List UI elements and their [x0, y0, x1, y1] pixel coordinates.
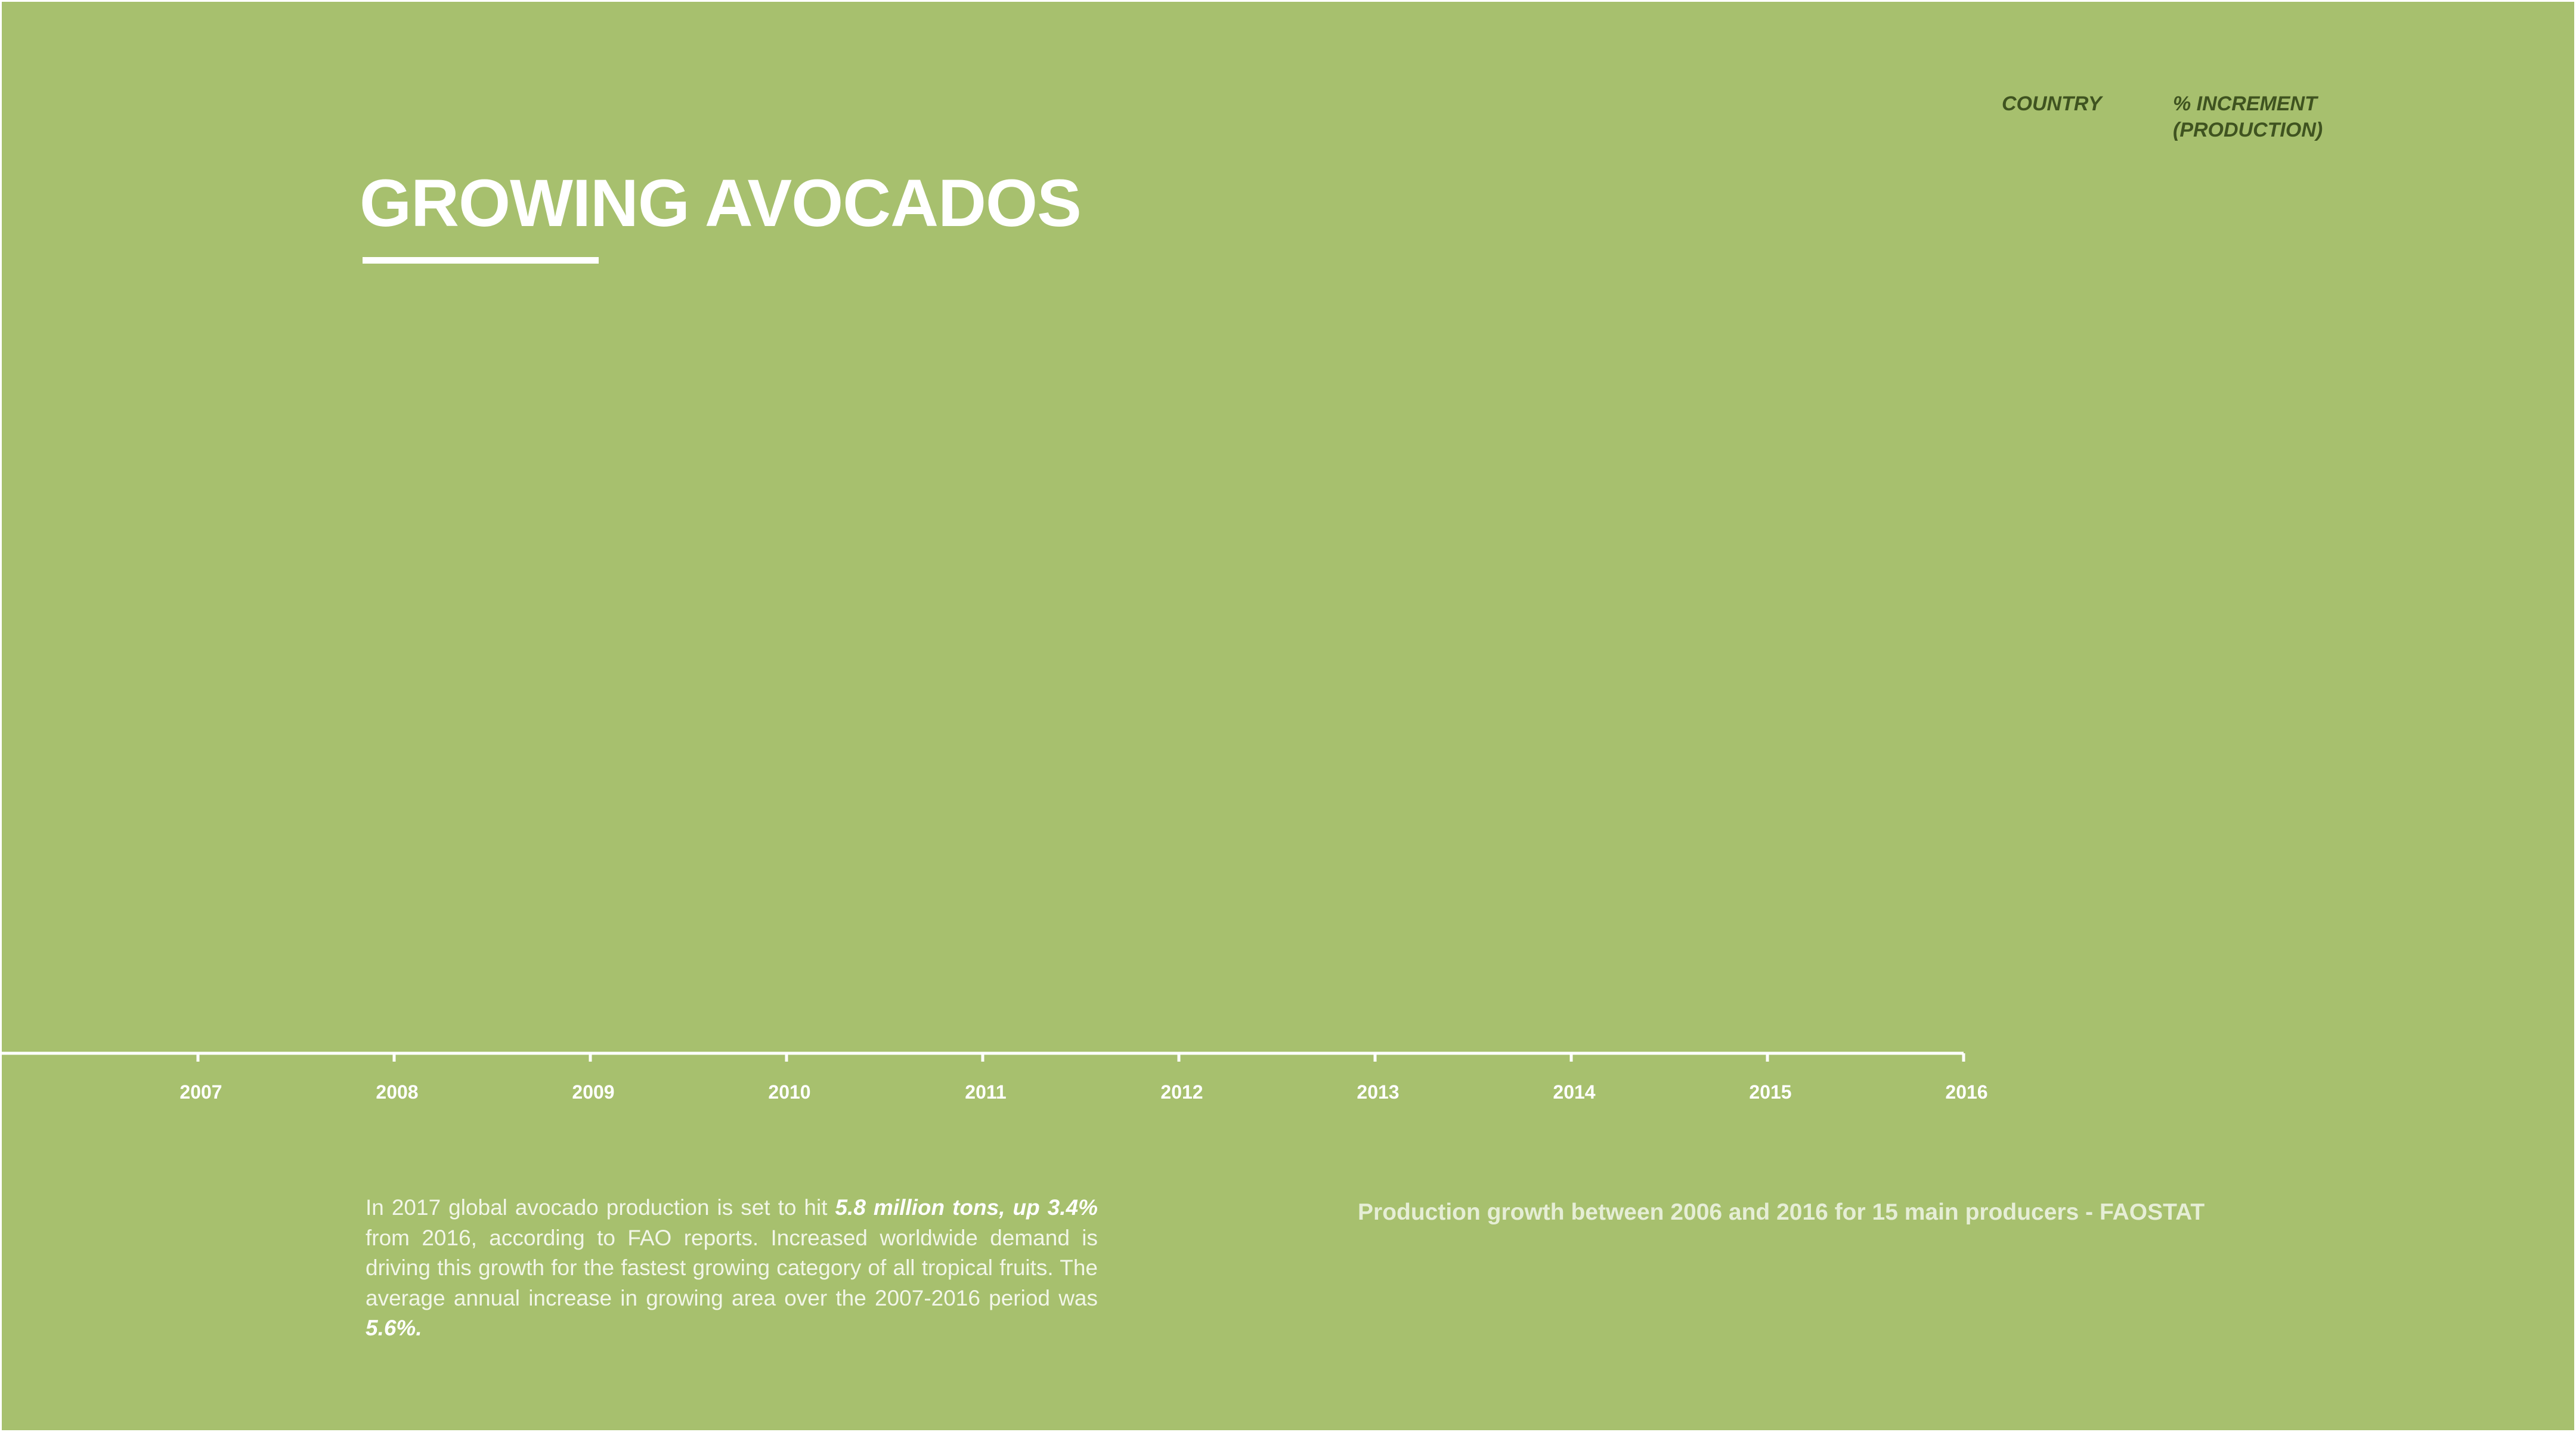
description-text: In 2017 global avocado production is set…: [366, 1193, 1098, 1344]
x-tick-label-2011: 2011: [965, 1081, 1006, 1103]
x-axis-ticks: 2007 2008 2009 2010 2011 2012 2013 2014 2015 2016: [179, 1053, 1988, 1103]
x-tick-label-2007: 2007: [179, 1081, 222, 1103]
x-tick-label-2008: 2008: [376, 1081, 418, 1103]
x-tick-label-2015: 2015: [1749, 1081, 1791, 1103]
page-title: GROWING AVOCADOS: [360, 166, 1082, 240]
title-underline: [363, 257, 599, 264]
x-tick-label-2012: 2012: [1160, 1081, 1203, 1103]
x-tick-label-2016: 2016: [1945, 1081, 1987, 1103]
x-tick-label-2010: 2010: [768, 1081, 810, 1103]
description-highlight-area: 5.6%.: [366, 1316, 422, 1340]
description-part2: from 2016, according to FAO reports. Inc…: [366, 1225, 1098, 1310]
description-part1: In 2017 global avocado production is set…: [366, 1195, 835, 1220]
legend-header-increment: % INCREMENT (PRODUCTION): [2173, 91, 2323, 143]
chart-caption: Production growth between 2006 and 2016 …: [1358, 1199, 2205, 1225]
x-tick-label-2009: 2009: [572, 1081, 614, 1103]
legend-header-increment-line1: % INCREMENT: [2173, 92, 2317, 115]
description-highlight-production: 5.8 million tons, up 3.4%: [835, 1195, 1098, 1220]
x-tick-label-2013: 2013: [1357, 1081, 1399, 1103]
x-tick-label-2014: 2014: [1553, 1081, 1595, 1103]
legend-header-increment-line2: (PRODUCTION): [2173, 119, 2323, 141]
legend-header-country: COUNTRY: [2002, 92, 2102, 115]
